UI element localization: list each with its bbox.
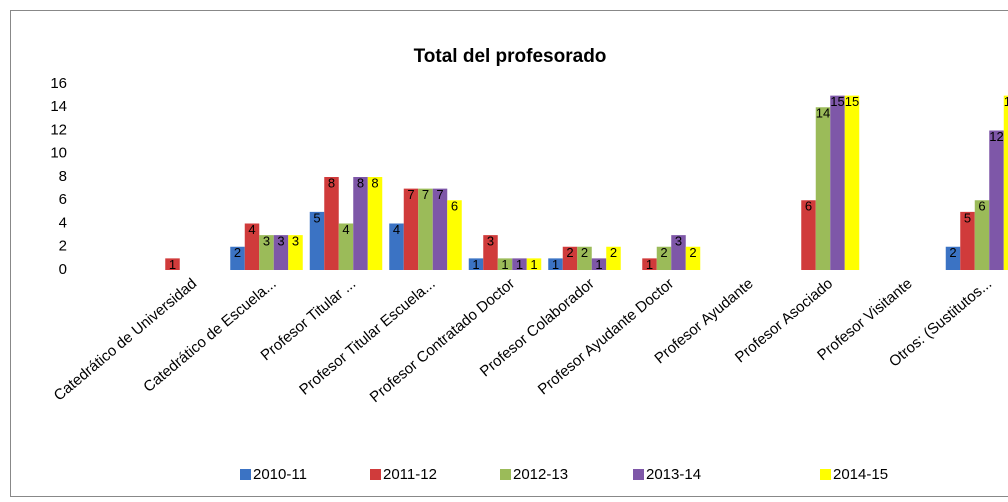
legend-label: 2012-13	[513, 466, 568, 483]
data-label: 1	[530, 257, 537, 272]
data-label: 15	[1004, 94, 1008, 109]
bar	[642, 258, 657, 270]
legend-swatch	[633, 469, 644, 480]
y-tick-label: 2	[59, 238, 67, 255]
bar	[801, 200, 816, 270]
data-label: 2	[660, 245, 667, 260]
data-label: 6	[805, 199, 812, 214]
bar	[273, 235, 289, 270]
y-tick-label: 0	[59, 261, 67, 278]
bar	[447, 200, 462, 270]
bar	[974, 200, 990, 270]
data-label: 5	[964, 210, 971, 225]
data-label: 2	[566, 245, 573, 260]
data-label: 2	[949, 245, 956, 260]
data-label: 8	[371, 175, 378, 190]
bar	[468, 258, 484, 270]
legend-label: 2013-14	[646, 466, 701, 483]
bar	[324, 177, 339, 270]
data-label: 2	[610, 245, 617, 260]
bar	[815, 107, 831, 270]
bar	[591, 258, 607, 270]
data-label: 1	[516, 257, 523, 272]
data-label: 1	[501, 257, 508, 272]
data-label: 7	[407, 187, 414, 202]
y-tick-label: 6	[59, 191, 67, 208]
legend-swatch	[820, 469, 831, 480]
data-label: 8	[328, 175, 335, 190]
bar	[844, 95, 860, 270]
bar	[309, 211, 325, 270]
y-tick-label: 10	[50, 145, 67, 162]
y-tick-label: 8	[59, 168, 67, 185]
data-label: 2	[234, 245, 241, 260]
bar	[338, 223, 354, 270]
data-label: 7	[436, 187, 443, 202]
bar	[403, 188, 419, 270]
bar	[389, 223, 404, 270]
data-label: 1	[472, 257, 479, 272]
bar	[1003, 95, 1008, 270]
bar	[497, 258, 513, 270]
data-label: 3	[292, 234, 299, 249]
bar	[671, 235, 686, 270]
bar	[548, 258, 563, 270]
bar	[244, 223, 260, 270]
data-label: 15	[830, 94, 844, 109]
bar	[353, 177, 368, 270]
y-tick-label: 4	[59, 214, 67, 231]
bar	[960, 211, 975, 270]
data-label: 12	[989, 129, 1003, 144]
legend-swatch	[500, 469, 511, 480]
bar	[165, 258, 180, 270]
y-tick-label: 12	[50, 121, 67, 138]
bar	[259, 235, 274, 270]
y-tick-label: 14	[50, 98, 67, 115]
bar	[606, 246, 621, 270]
data-label: 4	[248, 222, 255, 237]
bar	[562, 246, 578, 270]
data-label: 5	[313, 210, 320, 225]
data-label: 3	[675, 234, 682, 249]
data-label: 14	[816, 106, 830, 121]
data-label: 1	[552, 257, 559, 272]
data-label: 2	[689, 245, 696, 260]
bar	[512, 258, 527, 270]
data-label: 1	[169, 257, 176, 272]
bar	[830, 95, 845, 270]
data-label: 1	[595, 257, 602, 272]
y-tick-label: 16	[50, 75, 67, 92]
legend-label: 2010-11	[253, 466, 307, 483]
data-label: 3	[277, 234, 284, 249]
data-label: 7	[422, 187, 429, 202]
data-label: 6	[978, 199, 985, 214]
bar	[577, 246, 592, 270]
data-label: 3	[263, 234, 270, 249]
bar	[656, 246, 672, 270]
legend-swatch	[240, 469, 251, 480]
bar	[526, 258, 542, 270]
data-label: 1	[646, 257, 653, 272]
data-label: 8	[357, 175, 364, 190]
bar	[989, 130, 1004, 270]
data-label: 6	[451, 199, 458, 214]
legend-label: 2011-12	[383, 466, 437, 483]
bar	[418, 188, 433, 270]
bar	[367, 177, 383, 270]
bar	[432, 188, 448, 270]
bar	[945, 246, 961, 270]
data-label: 2	[581, 245, 588, 260]
data-label: 4	[342, 222, 349, 237]
chart-title: Total del profesorado	[414, 46, 607, 67]
legend-swatch	[370, 469, 381, 480]
data-label: 3	[487, 234, 494, 249]
data-label: 4	[393, 222, 400, 237]
bar	[483, 235, 498, 270]
data-label: 15	[845, 94, 859, 109]
bar	[288, 235, 303, 270]
bar	[230, 246, 245, 270]
legend-label: 2014-15	[833, 466, 888, 483]
bar	[685, 246, 701, 270]
